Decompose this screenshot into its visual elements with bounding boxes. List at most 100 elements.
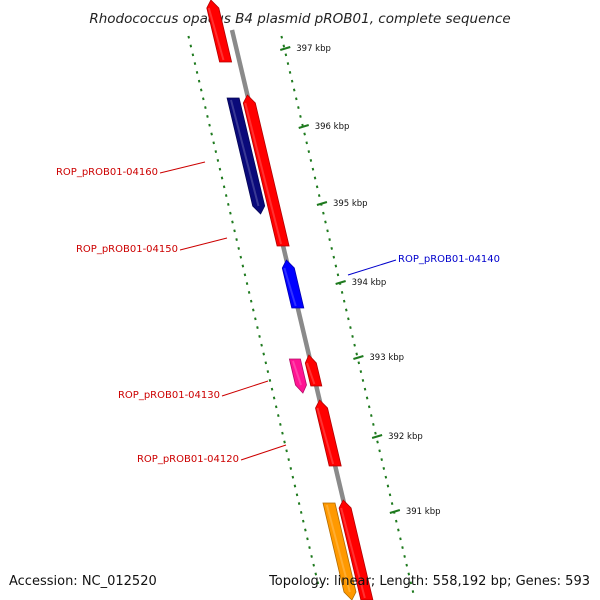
track-dot: [309, 158, 313, 162]
track-dot: [336, 273, 340, 277]
track-dot: [289, 466, 293, 470]
gene-label-text[interactable]: ROP_pROB01-04140: [398, 254, 500, 265]
track-dot: [409, 581, 413, 585]
track-dot: [328, 238, 331, 242]
track-dot: [312, 563, 315, 567]
label-leader-line: [347, 259, 397, 276]
gene-highlight: [230, 99, 260, 207]
track-dot: [313, 176, 317, 180]
track-dot: [295, 97, 298, 101]
track-dot: [308, 546, 311, 550]
gene-arrow-ROP_pROB01-04120[interactable]: [315, 399, 342, 467]
ruler-tick: [389, 509, 401, 514]
gene-highlight: [306, 362, 316, 385]
track-dot: [357, 361, 361, 365]
map-layer: 397 kbp 396 kbp 395 kbp 394 kbp 393 kbp 392 k…: [56, 0, 500, 600]
gene-arrow[interactable]: [338, 499, 374, 600]
track-dot: [254, 317, 257, 321]
topology-summary-text: Topology: linear; Length: 558,192 bp; Ge…: [268, 574, 590, 589]
track-dot: [372, 422, 375, 426]
track-dot: [363, 387, 367, 391]
gene-body[interactable]: [338, 499, 374, 600]
track-dot: [187, 35, 190, 39]
track-dot: [286, 62, 290, 66]
track-dot: [322, 211, 325, 215]
track-dot: [315, 185, 319, 189]
gene-label-text[interactable]: ROP_pROB01-04150: [76, 244, 178, 255]
track-dot: [292, 88, 296, 92]
gene-label-text[interactable]: ROP_pROB01-04130: [118, 390, 220, 401]
track-dot: [355, 352, 358, 356]
track-dot: [399, 537, 402, 541]
track-dot: [274, 405, 278, 409]
ruler-tick: [335, 280, 346, 285]
gene-arrow-ROP_pROB01-04160[interactable]: [226, 97, 266, 215]
track-dot: [247, 290, 251, 294]
track-dot: [388, 493, 392, 497]
track-dot: [299, 114, 302, 118]
gene-label-text[interactable]: ROP_pROB01-04160: [56, 167, 158, 178]
gene-arrow-ROP_pROB01-04150[interactable]: [242, 94, 290, 247]
label-leader-line: [221, 380, 269, 397]
track-dot: [216, 158, 220, 162]
gene-body[interactable]: [315, 399, 342, 467]
track-dot: [220, 176, 224, 180]
gene-body[interactable]: [242, 94, 290, 247]
track-dot: [302, 519, 305, 523]
track-dot: [361, 378, 365, 382]
gene-body[interactable]: [304, 354, 323, 387]
track-dot: [330, 246, 333, 250]
track-dot: [204, 106, 207, 110]
track-dot: [224, 194, 228, 198]
gene-body[interactable]: [206, 0, 233, 63]
ruler-tick-label: 394 kbp: [352, 278, 387, 288]
ruler-tick-label: 391 kbp: [406, 507, 441, 517]
track-dot: [227, 202, 230, 206]
track-dot: [249, 299, 253, 303]
track-dot: [311, 167, 315, 171]
track-dot: [252, 308, 255, 312]
track-dot: [407, 572, 411, 576]
gene-arrow-ROP_pROB01-04140[interactable]: [281, 259, 305, 309]
gene-label-ROP_pROB01-04160[interactable]: ROP_pROB01-04160: [56, 161, 206, 178]
track-dot: [353, 343, 356, 347]
gene-arrow[interactable]: [322, 502, 357, 600]
track-dot: [403, 554, 406, 558]
track-dot: [272, 396, 276, 400]
gene-label-ROP_pROB01-04120[interactable]: ROP_pROB01-04120: [137, 444, 287, 465]
gene-highlight: [244, 102, 282, 245]
track-dot: [401, 546, 404, 550]
gene-body[interactable]: [281, 259, 305, 309]
ruler-tick-label: 393 kbp: [369, 353, 404, 363]
ruler-tick: [298, 124, 310, 129]
gene-label-ROP_pROB01-04150[interactable]: ROP_pROB01-04150: [76, 237, 228, 255]
track-dot: [280, 35, 283, 39]
track-dot: [245, 282, 249, 286]
track-dot: [340, 290, 344, 294]
track-dot: [405, 563, 408, 567]
track-dot: [314, 572, 318, 576]
reverse-strand-track: [187, 35, 320, 585]
track-dot: [202, 97, 205, 101]
track-dot: [293, 484, 297, 488]
track-dot: [222, 185, 226, 189]
gene-label-ROP_pROB01-04140[interactable]: ROP_pROB01-04140: [347, 254, 500, 276]
gene-arrow[interactable]: [206, 0, 233, 63]
track-dot: [285, 449, 288, 453]
gene-label-text[interactable]: ROP_pROB01-04120: [137, 454, 239, 465]
gene-label-ROP_pROB01-04130[interactable]: ROP_pROB01-04130: [118, 380, 269, 401]
track-dot: [282, 44, 286, 48]
track-dot: [239, 255, 243, 259]
track-dot: [241, 264, 245, 268]
track-dot: [231, 220, 234, 224]
track-dot: [243, 273, 247, 277]
track-dot: [268, 378, 272, 382]
track-dot: [264, 361, 268, 365]
track-dot: [288, 70, 292, 74]
track-dot: [297, 106, 300, 110]
track-dot: [291, 475, 295, 479]
gene-arrow[interactable]: [304, 354, 323, 387]
gene-arrow-ROP_pROB01-04130[interactable]: [288, 358, 307, 394]
track-dot: [303, 132, 306, 136]
